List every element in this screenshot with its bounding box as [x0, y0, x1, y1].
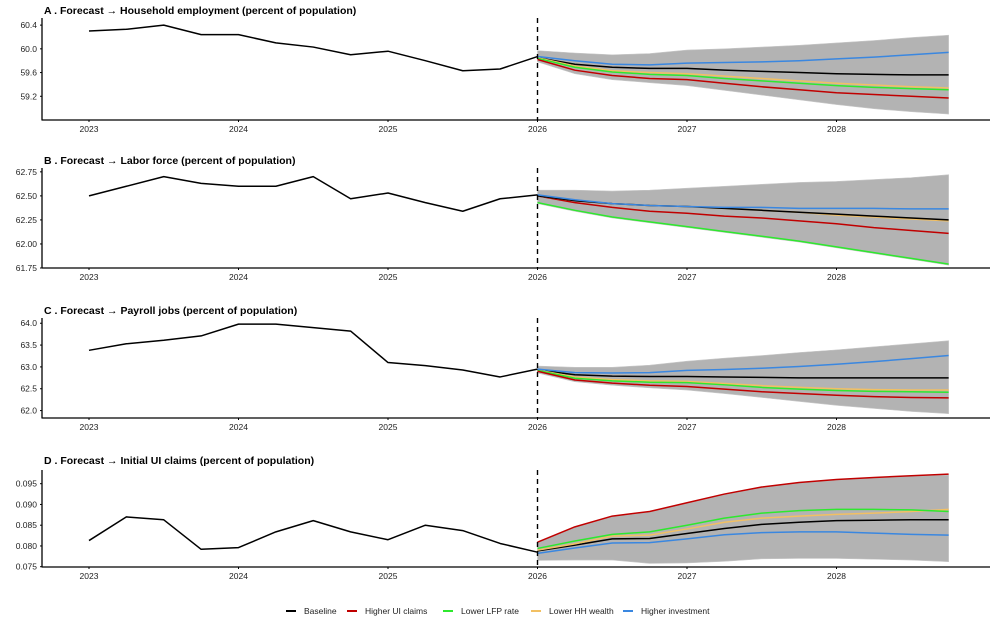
- history-line: [88, 323, 538, 378]
- y-tick-label: 62.50: [16, 191, 38, 201]
- panel-a: 59.2 59.6 60.0 60.4 2023 2024 2025 2026 2027 2028: [20, 18, 990, 134]
- y-tick-label: 62.75: [16, 167, 38, 177]
- history-line: [88, 516, 538, 553]
- x-tick-label: 2024: [229, 571, 248, 581]
- y-tick-label: 62.25: [16, 215, 38, 225]
- series-line-baseline: [537, 56, 949, 76]
- y-tick-label: 61.75: [16, 263, 38, 273]
- y-tick-label: 0.095: [16, 479, 38, 489]
- panel-d: 0.075 0.080 0.085 0.090 0.095 2023 2024 2025 202…: [16, 470, 990, 581]
- panel-b: 61.75 62.00 62.25 62.50 62.75 2023 2024 2025 202…: [16, 167, 990, 282]
- series-line-lower-hh-wealth: [537, 369, 949, 391]
- x-tick-label: 2023: [80, 272, 99, 282]
- x-tick-label: 2027: [678, 124, 697, 134]
- y-tick-label: 62.5: [20, 384, 37, 394]
- series-line-lower-lfp-rate: [537, 508, 949, 550]
- x-tick-label: 2023: [80, 422, 99, 432]
- confidence-band: [537, 34, 949, 115]
- panel-c-title: C . Forecast → Payroll jobs (percent of …: [44, 305, 297, 317]
- x-tick-label: 2025: [379, 124, 398, 134]
- panel-c: 62.0 62.5 63.0 63.5 64.0 2023 2024 2025 2026 2027…: [20, 318, 990, 432]
- series-line-higher-investment: [537, 354, 949, 374]
- series-line-lower-lfp-rate: [537, 57, 949, 91]
- series-line-higher-ui-claims: [537, 195, 949, 235]
- x-tick-label: 2028: [827, 272, 846, 282]
- x-tick-label: 2028: [827, 124, 846, 134]
- history-line: [88, 175, 538, 213]
- y-tick-label: 62.0: [20, 406, 37, 416]
- y-tick-label: 0.090: [16, 499, 38, 509]
- y-tick-label: 59.6: [20, 68, 37, 78]
- series-line-lower-hh-wealth: [537, 57, 949, 89]
- x-tick-label: 2026: [528, 124, 547, 134]
- y-tick-label: 0.085: [16, 520, 38, 530]
- panel-a-title: A . Forecast → Household employment (per…: [44, 5, 356, 17]
- x-tick-label: 2024: [229, 272, 248, 282]
- legend-label-baseline: Baseline: [304, 606, 337, 616]
- series-line-higher-ui-claims: [537, 473, 949, 543]
- series-line-lower-hh-wealth: [537, 508, 949, 551]
- x-tick-label: 2025: [379, 571, 398, 581]
- x-tick-label: 2023: [80, 571, 99, 581]
- y-tick-label: 60.4: [20, 20, 37, 30]
- y-tick-label: 62.00: [16, 239, 38, 249]
- series-line-baseline: [537, 369, 949, 379]
- x-tick-label: 2028: [827, 571, 846, 581]
- history-line: [88, 24, 538, 72]
- x-tick-label: 2028: [827, 422, 846, 432]
- series-line-lower-lfp-rate: [537, 201, 949, 265]
- series-line-higher-investment: [537, 51, 949, 66]
- legend-label-lower-hh-wealth: Lower HH wealth: [549, 606, 614, 616]
- y-tick-label: 63.0: [20, 362, 37, 372]
- series-line-baseline: [537, 519, 949, 552]
- x-tick-label: 2026: [528, 422, 547, 432]
- y-tick-label: 0.075: [16, 562, 38, 572]
- legend-label-higher-ui-claims: Higher UI claims: [365, 606, 427, 616]
- series-line-higher-ui-claims: [537, 370, 949, 399]
- x-tick-label: 2027: [678, 272, 697, 282]
- y-tick-label: 0.080: [16, 541, 38, 551]
- x-tick-label: 2024: [229, 124, 248, 134]
- x-tick-label: 2025: [379, 422, 398, 432]
- legend: Baseline Higher UI claims Lower LFP rate…: [286, 606, 710, 616]
- y-tick-label: 64.0: [20, 318, 37, 328]
- y-tick-label: 60.0: [20, 44, 37, 54]
- series-line-lower-lfp-rate: [537, 369, 949, 393]
- panel-b-title: B . Forecast → Labor force (percent of p…: [44, 155, 295, 167]
- y-tick-label: 63.5: [20, 340, 37, 350]
- x-tick-label: 2025: [379, 272, 398, 282]
- series-line-higher-investment: [537, 194, 949, 210]
- legend-label-higher-investment: Higher investment: [641, 606, 710, 616]
- y-tick-label: 59.2: [20, 91, 37, 101]
- series-line-higher-investment: [537, 531, 949, 555]
- series-line-higher-ui-claims: [537, 58, 949, 99]
- confidence-band: [537, 174, 949, 266]
- x-tick-label: 2024: [229, 422, 248, 432]
- x-tick-label: 2026: [528, 571, 547, 581]
- x-tick-label: 2027: [678, 571, 697, 581]
- legend-label-lower-lfp-rate: Lower LFP rate: [461, 606, 519, 616]
- panel-d-title: D . Forecast → Initial UI claims (percen…: [44, 455, 314, 467]
- x-tick-label: 2023: [80, 124, 99, 134]
- x-tick-label: 2027: [678, 422, 697, 432]
- x-tick-label: 2026: [528, 272, 547, 282]
